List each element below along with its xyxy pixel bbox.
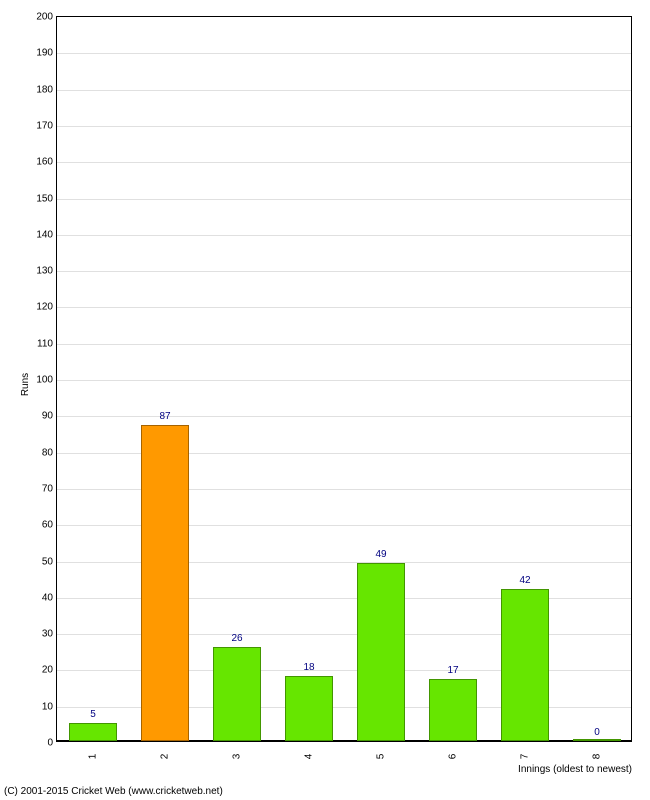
bar-value-label: 87 <box>159 411 170 422</box>
y-tick-label: 40 <box>42 592 53 603</box>
y-tick-label: 90 <box>42 411 53 422</box>
bar <box>141 425 190 741</box>
x-axis-title: Innings (oldest to newest) <box>518 764 632 775</box>
y-tick-label: 170 <box>36 120 53 131</box>
bar-value-label: 42 <box>519 575 530 586</box>
x-tick-label: 6 <box>448 754 459 760</box>
y-tick-label: 30 <box>42 629 53 640</box>
grid-line <box>57 307 631 308</box>
grid-line <box>57 53 631 54</box>
plot-area: 0102030405060708090100110120130140150160… <box>56 16 632 742</box>
bar <box>285 676 334 741</box>
grid-line <box>57 126 631 127</box>
grid-line <box>57 416 631 417</box>
x-tick-label: 1 <box>88 754 99 760</box>
y-tick-label: 160 <box>36 157 53 168</box>
y-tick-label: 200 <box>36 12 53 23</box>
chart-frame: 0102030405060708090100110120130140150160… <box>0 0 650 800</box>
x-tick-label: 8 <box>592 754 603 760</box>
grid-line <box>57 90 631 91</box>
y-tick-label: 100 <box>36 375 53 386</box>
bar <box>429 679 478 741</box>
y-tick-label: 10 <box>42 701 53 712</box>
bar <box>501 589 550 741</box>
y-tick-label: 0 <box>47 738 53 749</box>
y-tick-label: 50 <box>42 556 53 567</box>
y-tick-label: 20 <box>42 665 53 676</box>
y-tick-label: 150 <box>36 193 53 204</box>
grid-line <box>57 199 631 200</box>
bar-value-label: 26 <box>231 633 242 644</box>
grid-line <box>57 235 631 236</box>
y-tick-label: 140 <box>36 229 53 240</box>
y-tick-label: 190 <box>36 48 53 59</box>
bar-value-label: 5 <box>90 709 96 720</box>
bar <box>573 739 622 741</box>
bar <box>357 563 406 741</box>
copyright-text: (C) 2001-2015 Cricket Web (www.cricketwe… <box>4 786 223 797</box>
bar-value-label: 0 <box>594 727 600 738</box>
x-tick-label: 4 <box>304 754 315 760</box>
y-tick-label: 60 <box>42 520 53 531</box>
y-tick-label: 80 <box>42 447 53 458</box>
y-axis-title: Runs <box>20 373 31 396</box>
bar <box>213 647 262 741</box>
bar-value-label: 17 <box>447 665 458 676</box>
y-tick-label: 180 <box>36 84 53 95</box>
grid-line <box>57 344 631 345</box>
y-tick-label: 130 <box>36 266 53 277</box>
bar <box>69 723 118 741</box>
y-tick-label: 120 <box>36 302 53 313</box>
x-tick-label: 5 <box>376 754 387 760</box>
x-tick-label: 2 <box>160 754 171 760</box>
x-tick-label: 7 <box>520 754 531 760</box>
grid-line <box>57 380 631 381</box>
y-tick-label: 110 <box>37 338 53 349</box>
y-tick-label: 70 <box>42 483 53 494</box>
grid-line <box>57 271 631 272</box>
bar-value-label: 18 <box>303 662 314 673</box>
bar-value-label: 49 <box>375 549 386 560</box>
x-tick-label: 3 <box>232 754 243 760</box>
grid-line <box>57 162 631 163</box>
